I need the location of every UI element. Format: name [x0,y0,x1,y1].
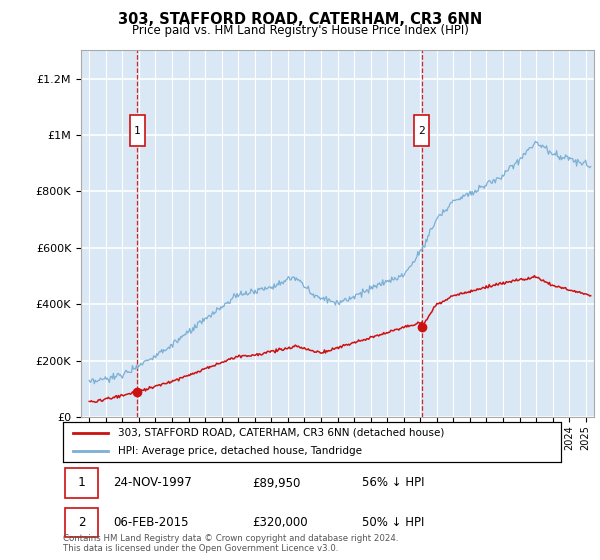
Text: 56% ↓ HPI: 56% ↓ HPI [362,477,424,489]
Text: 303, STAFFORD ROAD, CATERHAM, CR3 6NN (detached house): 303, STAFFORD ROAD, CATERHAM, CR3 6NN (d… [118,428,444,437]
Text: 1: 1 [134,126,140,136]
Text: 2: 2 [78,516,85,529]
Text: 24-NOV-1997: 24-NOV-1997 [113,477,191,489]
Text: 1: 1 [78,477,85,489]
FancyBboxPatch shape [415,115,430,146]
FancyBboxPatch shape [65,508,98,536]
Text: Contains HM Land Registry data © Crown copyright and database right 2024.
This d: Contains HM Land Registry data © Crown c… [63,534,398,553]
Text: 2: 2 [419,126,425,136]
FancyBboxPatch shape [65,468,98,498]
FancyBboxPatch shape [130,115,145,146]
Text: HPI: Average price, detached house, Tandridge: HPI: Average price, detached house, Tand… [118,446,362,456]
Text: 50% ↓ HPI: 50% ↓ HPI [362,516,424,529]
Text: 303, STAFFORD ROAD, CATERHAM, CR3 6NN: 303, STAFFORD ROAD, CATERHAM, CR3 6NN [118,12,482,27]
Text: 06-FEB-2015: 06-FEB-2015 [113,516,188,529]
Text: Price paid vs. HM Land Registry's House Price Index (HPI): Price paid vs. HM Land Registry's House … [131,24,469,37]
Text: £89,950: £89,950 [252,477,301,489]
Text: £320,000: £320,000 [252,516,308,529]
